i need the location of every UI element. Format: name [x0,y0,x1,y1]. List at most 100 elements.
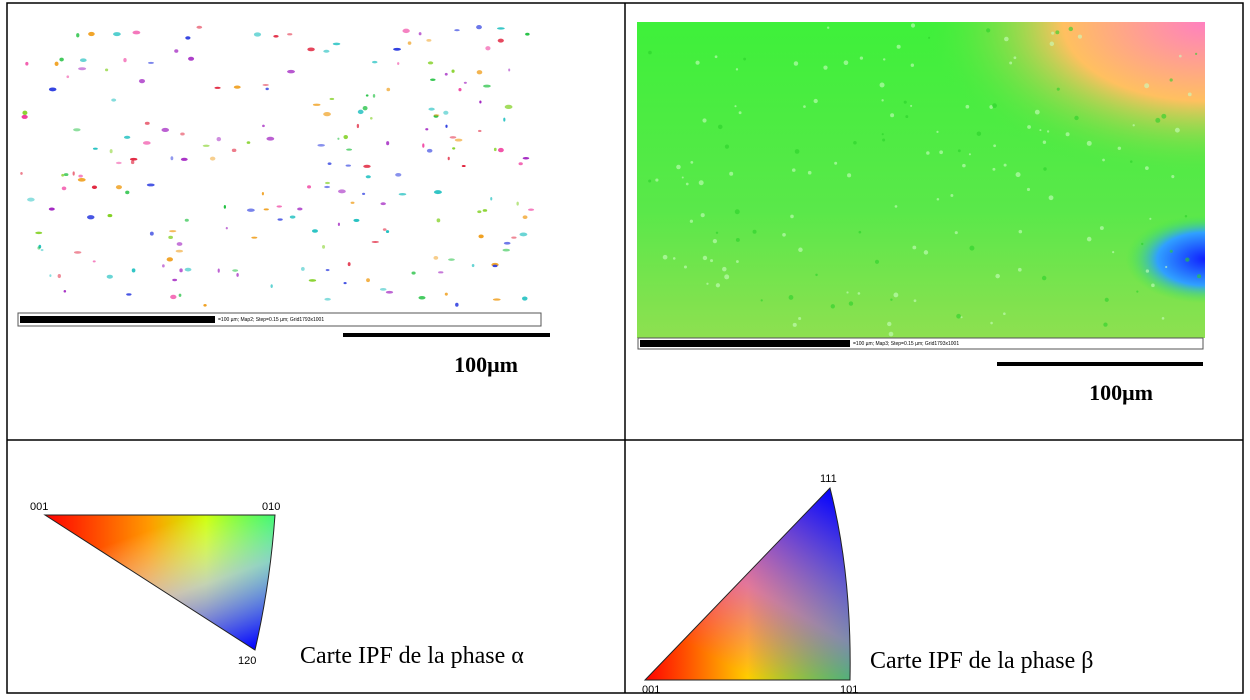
grain-dot [362,192,366,195]
grain-dot [322,245,326,249]
grain-dot [61,173,65,177]
grain-dot [418,296,426,300]
grain-dot [418,32,422,36]
grain-dot [297,207,303,211]
grain-speck [913,299,917,303]
grain-speck [887,321,892,327]
grain-speck [715,231,719,234]
grain-speck [859,56,864,60]
grain-dot [476,24,482,30]
pole-label: 001 [30,501,48,513]
grain-dot [471,263,475,268]
grain-dot [522,215,528,220]
grain-dot [169,230,177,233]
pole-label: 001 [642,684,660,696]
grain-speck [995,273,1000,279]
grain-speck [1155,117,1161,123]
grain-speck [843,60,849,66]
grain-dot [428,107,435,111]
grain-dot [427,61,434,65]
grain-dot [325,181,330,185]
grain-speck [683,265,687,269]
grain-speck [910,23,916,28]
grain-dot [516,201,519,206]
grain-dot [479,100,482,104]
grain-speck [968,153,971,156]
grain-speck [1099,226,1104,231]
grain-dot [346,148,353,151]
grain-speck [1048,195,1054,201]
grain-speck [846,291,849,294]
grain-dot [350,201,355,204]
grain-speck [793,61,799,66]
grain-dot [77,177,86,182]
grain-dot [22,110,28,116]
grain-dot [448,258,455,261]
grain-dot [273,35,279,38]
grain-dot [123,135,131,139]
grain-dot [365,175,371,179]
grain-dot [356,123,360,129]
grain-dot [425,128,429,131]
grain-dot [21,114,28,119]
grain-dot [478,234,484,239]
grain-dot [525,32,530,36]
grain-dot [231,148,237,153]
grain-dot [180,132,185,136]
grain-dot [433,256,439,260]
grain-dot [25,61,29,66]
grain-dot [106,274,113,279]
grain-dot [301,266,305,271]
grain-dot [337,137,340,140]
grain-dot [398,193,407,196]
grain-dot [317,143,325,147]
grain-dot [454,29,460,32]
grain-dot [522,156,530,160]
grain-speck [729,171,734,176]
pole-label: 120 [238,655,256,667]
grain-speck [698,180,704,186]
grain-speck [813,98,818,104]
grain-dot [130,160,135,165]
grain-speck [702,118,707,123]
grain-dot [92,260,96,263]
grain-speck [760,299,763,302]
scale-label: 100μm [454,352,518,377]
grain-dot [385,230,390,233]
grain-dot [265,87,269,91]
grain-dot [138,78,146,84]
grain-dot [497,38,504,43]
grain-dot [370,116,373,120]
grain-speck [965,104,970,109]
grain-dot [386,141,390,146]
grain-speck [1195,52,1198,56]
grain-speck [735,68,739,71]
grain-speck [882,138,886,142]
grain-speck [939,150,943,155]
grain-speck [1187,92,1192,97]
grain-speck [881,99,884,102]
grain-dot [251,236,258,239]
grain-speck [791,168,796,172]
grain-dot [385,290,394,294]
grain-speck [710,259,714,263]
grain-speck [1017,267,1022,272]
grain-speck [894,205,898,208]
grain-dot [451,69,455,73]
grain-dot [57,274,61,279]
scale-caption: =100 µm; Map2; Step=0.15 µm; Grid1793x10… [218,317,324,323]
grain-dot [266,136,275,141]
grain-speck [962,163,966,168]
grain-speck [1074,115,1079,121]
grain-dot [179,268,183,273]
grain-speck [1039,129,1042,132]
grain-dot [20,171,23,175]
grain-speck [782,232,786,237]
pole-label: 010 [262,501,280,513]
grain-speck [954,231,958,235]
grain-dot [146,183,155,187]
grain-dot [503,117,506,122]
grain-speck [848,301,854,306]
grain-dot [504,104,513,110]
grain-dot [444,72,448,76]
